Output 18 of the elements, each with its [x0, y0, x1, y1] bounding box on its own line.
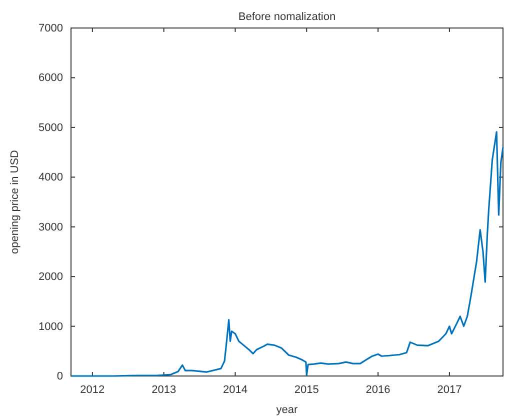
y-tick-label: 3000 — [38, 221, 63, 234]
y-tick-label: 4000 — [38, 172, 63, 184]
x-axis-title: year — [276, 404, 298, 416]
chart-title: Before nomalization — [238, 11, 336, 23]
x-tick-label: 2016 — [366, 384, 390, 396]
y-tick-label: 6000 — [38, 72, 63, 84]
x-tick-label: 2017 — [437, 384, 462, 396]
y-tick-label: 5000 — [38, 122, 63, 134]
y-tick-label: 7000 — [38, 22, 63, 35]
y-tick-label: 1000 — [38, 320, 63, 333]
x-tick-label: 2015 — [294, 384, 319, 396]
y-tick-label: 2000 — [38, 271, 63, 284]
line-series — [70, 131, 504, 377]
x-tick-label: 2012 — [80, 384, 105, 396]
x-tick-label: 2014 — [222, 384, 248, 396]
y-axis-title: opening price in USD — [9, 150, 21, 254]
y-tick-label: 0 — [56, 370, 63, 383]
x-tick-label: 2013 — [152, 384, 176, 396]
